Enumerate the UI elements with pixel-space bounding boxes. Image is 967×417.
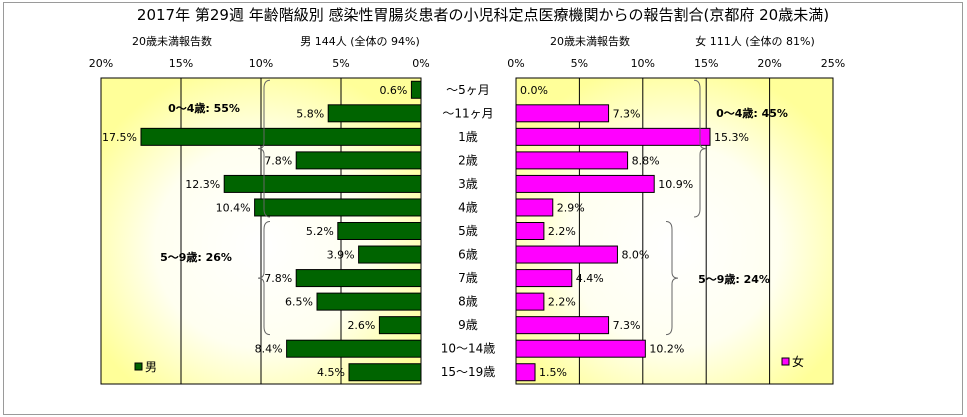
male-data-label: 3.9% <box>327 249 355 262</box>
age-category-label: 2歳 <box>458 153 478 167</box>
age-category-label: 9歳 <box>458 318 478 332</box>
male-data-label: 17.5% <box>102 131 137 144</box>
female-legend-label: 女 <box>792 354 804 369</box>
left-subtitle-count: 20歳未満報告数 <box>132 35 212 48</box>
age-category-label: 1歳 <box>458 130 478 144</box>
male-data-label: 0.6% <box>379 84 407 97</box>
left-x-tick-label: 0% <box>412 57 429 70</box>
male-bar <box>348 363 422 382</box>
female-legend-swatch <box>781 357 790 366</box>
left-brace-5-9 <box>257 221 271 336</box>
female-data-label: 10.2% <box>649 343 684 356</box>
female-data-label: 8.8% <box>632 154 660 167</box>
right-x-tick-label: 5% <box>571 57 588 70</box>
age-category-label: ～5ヶ月 <box>446 83 490 97</box>
male-bar <box>254 198 422 217</box>
right-x-tick-label: 10% <box>631 57 655 70</box>
male-bar <box>410 80 422 99</box>
female-bar <box>515 104 610 123</box>
female-data-label: 8.0% <box>621 249 649 262</box>
female-bar <box>515 292 545 311</box>
male-data-label: 5.8% <box>296 107 324 120</box>
right-x-tick-label: 20% <box>757 57 781 70</box>
chart-frame <box>3 2 963 415</box>
male-legend-swatch <box>134 362 143 371</box>
male-bar <box>378 316 422 335</box>
left-subtitle-total: 男 144人 (全体の 94%) <box>300 34 420 48</box>
female-bar <box>515 363 536 382</box>
right-brace-5-9 <box>665 221 679 336</box>
male-data-label: 4.5% <box>317 366 345 379</box>
age-category-label: 3歳 <box>458 177 478 191</box>
male-data-label: 12.3% <box>185 178 220 191</box>
right-subtitle-total: 女 111人 (全体の 81%) <box>695 34 815 48</box>
female-bar <box>515 198 554 217</box>
male-bar <box>358 245 422 264</box>
left-x-tick-label: 20% <box>89 57 113 70</box>
male-data-label: 10.4% <box>216 201 251 214</box>
left-brace-0-4 <box>257 79 271 218</box>
male-bar <box>316 292 422 311</box>
female-data-label: 0.0% <box>520 84 548 97</box>
age-category-label: 7歳 <box>458 271 478 285</box>
male-group-annotation: 5～9歳: 26% <box>160 250 232 264</box>
chart-title: 2017年 第29週 年齢階級別 感染性胃腸炎患者の小児科定点医療機関からの報告… <box>137 6 829 24</box>
male-bar <box>295 151 422 170</box>
right-x-tick-label: 0% <box>507 57 524 70</box>
age-category-label: 8歳 <box>458 295 478 309</box>
age-category-label: ～11ヶ月 <box>442 106 493 120</box>
left-x-tick-label: 10% <box>249 57 273 70</box>
male-data-label: 2.6% <box>347 319 375 332</box>
female-data-label: 7.3% <box>613 319 641 332</box>
right-brace-0-4 <box>693 79 707 218</box>
right-subtitle-count: 20歳未満報告数 <box>550 35 630 48</box>
female-bar <box>515 174 655 193</box>
male-bar <box>295 269 422 288</box>
male-bar <box>140 127 422 146</box>
female-bar <box>515 127 711 146</box>
male-data-label: 6.5% <box>285 296 313 309</box>
male-bar <box>327 104 422 123</box>
age-category-label: 6歳 <box>458 248 478 262</box>
female-data-label: 7.3% <box>613 107 641 120</box>
female-bar <box>515 316 610 335</box>
male-data-label: 5.2% <box>306 225 334 238</box>
age-category-label: 5歳 <box>458 224 478 238</box>
male-data-label: 8.4% <box>255 343 283 356</box>
age-category-label: 15～19歳 <box>441 365 496 379</box>
right-x-tick-label: 15% <box>694 57 718 70</box>
female-group-annotation: 0～4歳: 45% <box>716 106 788 120</box>
female-data-label: 10.9% <box>658 178 693 191</box>
female-bar <box>515 222 545 240</box>
female-group-annotation: 5～9歳: 24% <box>698 272 770 286</box>
chart-layer: 20% 15% 10% 5% 0% 0.6% 5.8% 17.5% 7.8% 12.3% 10.4%… <box>89 57 845 385</box>
male-bar <box>223 174 422 193</box>
right-x-tick-label: 25% <box>821 57 845 70</box>
male-data-label: 7.8% <box>264 154 292 167</box>
female-data-label: 2.2% <box>548 296 576 309</box>
female-bar <box>515 269 573 288</box>
age-category-label: 10～14歳 <box>441 342 496 356</box>
female-data-label: 2.2% <box>548 225 576 238</box>
female-data-label: 1.5% <box>539 366 567 379</box>
male-bar <box>337 222 422 240</box>
female-bar <box>515 245 618 264</box>
male-bar <box>286 339 422 358</box>
left-x-tick-label: 5% <box>332 57 349 70</box>
female-data-label: 15.3% <box>714 131 749 144</box>
male-group-annotation: 0～4歳: 55% <box>168 101 240 115</box>
female-bar <box>515 151 629 170</box>
left-x-tick-label: 15% <box>169 57 193 70</box>
female-data-label: 2.9% <box>557 201 585 214</box>
female-data-label: 4.4% <box>576 272 604 285</box>
female-bar <box>515 339 646 358</box>
age-category-label: 4歳 <box>458 200 478 214</box>
male-legend-label: 男 <box>145 360 157 374</box>
male-data-label: 7.8% <box>264 272 292 285</box>
